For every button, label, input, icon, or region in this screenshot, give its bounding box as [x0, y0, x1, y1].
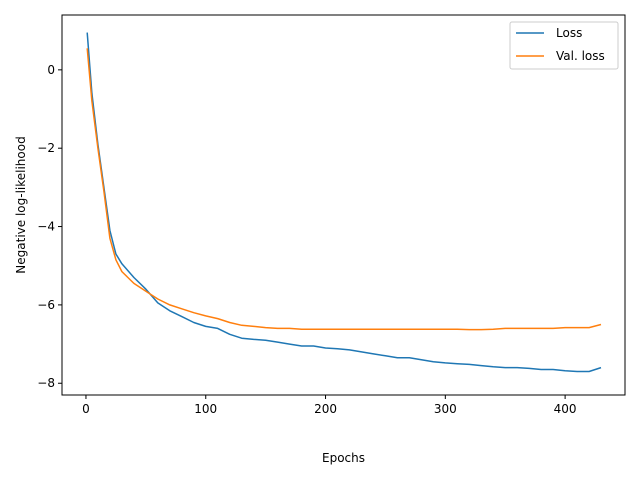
- y-tick-label: −2: [37, 141, 55, 155]
- y-tick-label: 0: [47, 63, 55, 77]
- x-tick-label: 300: [434, 402, 457, 416]
- legend-label-loss: Loss: [556, 26, 582, 40]
- x-tick-label: 0: [82, 402, 90, 416]
- series-layer: [86, 32, 602, 373]
- plot-background: [62, 15, 625, 395]
- legend-label-val-loss: Val. loss: [556, 49, 605, 63]
- x-tick-label: 100: [194, 402, 217, 416]
- x-tick-label: 400: [554, 402, 577, 416]
- x-tick-label: 200: [314, 402, 337, 416]
- series-line-loss: [86, 32, 602, 373]
- x-axis-label: Epochs: [322, 451, 365, 465]
- y-tick-label: −6: [37, 298, 55, 312]
- y-tick-label: −8: [37, 376, 55, 390]
- legend: Loss Val. loss: [509, 21, 619, 70]
- plot-frame: [61, 14, 626, 396]
- ticks-layer: 0 100 200 300 400 0 −2 −4 −6 −8: [37, 63, 576, 416]
- y-axis-label: Negative log-likelihood: [14, 136, 28, 273]
- y-tick-label: −4: [37, 220, 55, 234]
- series-line-val-loss: [86, 48, 602, 331]
